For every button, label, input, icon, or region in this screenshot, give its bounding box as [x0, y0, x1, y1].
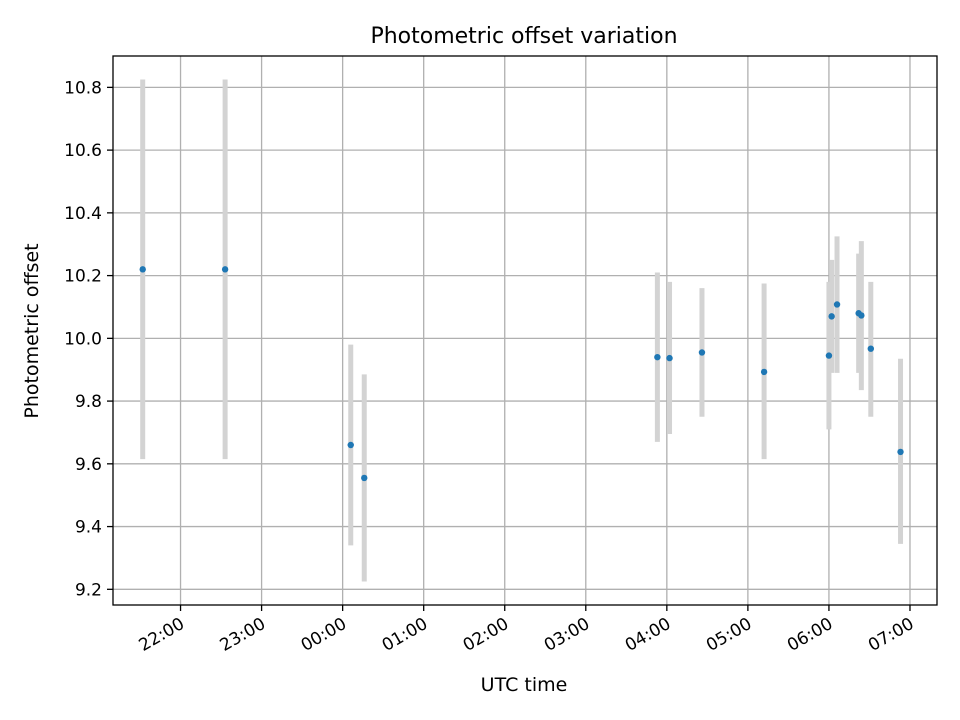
x-axis-ticks: 22:00 23:00 00:00 01:00 02:00 03:00 04:00 05:00… [136, 605, 917, 656]
x-tick-label: 01:00 [379, 614, 431, 656]
data-point [347, 441, 354, 449]
x-tick-label: 00:00 [298, 614, 350, 656]
data-point [221, 266, 229, 273]
x-tick-label: 02:00 [460, 614, 512, 656]
y-tick-label: 9.4 [75, 518, 102, 538]
x-tick-label: 04:00 [622, 614, 674, 656]
data-point [867, 345, 875, 352]
x-tick-label: 06:00 [784, 614, 836, 656]
data-point [897, 448, 904, 456]
y-tick-label: 10.8 [64, 78, 102, 98]
data-point [361, 474, 368, 482]
data-points [139, 266, 904, 482]
x-axis-label: UTC time [481, 674, 568, 696]
y-tick-label: 10.0 [64, 329, 102, 349]
y-tick-label: 10.2 [64, 267, 102, 287]
y-tick-label: 9.8 [75, 392, 102, 412]
y-axis-label: Photometric offset [21, 243, 43, 418]
error-bars [140, 79, 904, 582]
x-tick-label: 07:00 [865, 614, 917, 656]
plot-frame [112, 55, 938, 606]
chart-title: Photometric offset variation [370, 24, 677, 49]
y-axis-ticks: 9.2 9.4 9.6 9.8 10.0 10.2 10.4 10.6 10.8 [64, 78, 113, 600]
data-point [139, 266, 146, 273]
data-point [828, 313, 835, 320]
data-point [654, 353, 661, 361]
y-tick-label: 9.2 [75, 580, 102, 600]
x-tick-label: 03:00 [541, 614, 593, 656]
x-tick-label: 05:00 [703, 614, 755, 656]
y-tick-label: 9.6 [75, 455, 102, 475]
y-tick-label: 10.6 [64, 141, 102, 161]
y-tick-label: 10.4 [64, 204, 102, 224]
data-point [833, 301, 841, 308]
x-tick-label: 22:00 [136, 614, 188, 656]
data-point [858, 312, 865, 319]
data-point [760, 368, 768, 376]
data-point [698, 349, 706, 356]
data-point [666, 354, 673, 362]
x-tick-label: 23:00 [217, 614, 269, 656]
data-point [825, 352, 833, 359]
grid [113, 56, 937, 605]
